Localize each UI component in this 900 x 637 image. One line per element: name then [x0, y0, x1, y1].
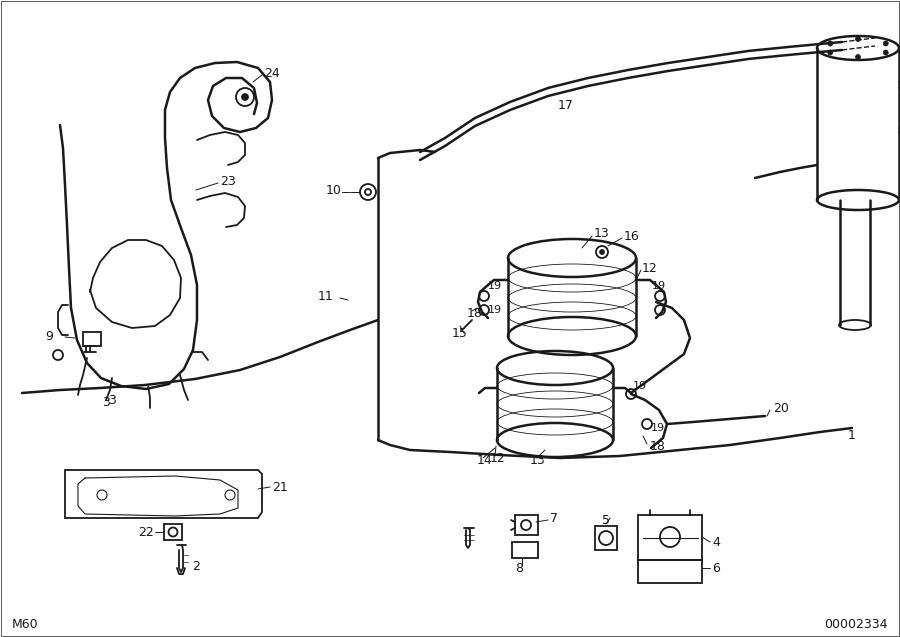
Circle shape — [883, 50, 888, 55]
Text: 18: 18 — [467, 306, 483, 320]
Text: 21: 21 — [272, 480, 288, 494]
Text: 10: 10 — [326, 183, 342, 196]
Text: 00002334: 00002334 — [824, 617, 888, 631]
Text: M60: M60 — [12, 617, 39, 631]
Text: 3: 3 — [102, 396, 110, 408]
Bar — [83, 332, 101, 346]
Text: 2: 2 — [192, 561, 200, 573]
Circle shape — [828, 41, 832, 46]
Text: 13: 13 — [594, 227, 610, 240]
Text: 19: 19 — [488, 305, 502, 315]
Text: 7: 7 — [550, 513, 558, 526]
Text: 18: 18 — [650, 440, 666, 452]
Text: 16: 16 — [624, 229, 640, 243]
Text: 19: 19 — [488, 281, 502, 291]
Text: 24: 24 — [264, 66, 280, 80]
Text: 19: 19 — [652, 281, 666, 291]
Text: 4: 4 — [712, 536, 720, 548]
Text: 12: 12 — [642, 262, 658, 275]
Text: 12: 12 — [490, 452, 506, 464]
Circle shape — [241, 94, 248, 101]
Text: 8: 8 — [515, 562, 523, 575]
Text: 5: 5 — [602, 513, 610, 527]
Text: 17: 17 — [558, 99, 574, 111]
Text: 22: 22 — [138, 526, 154, 538]
Circle shape — [599, 250, 605, 255]
Text: 3: 3 — [108, 394, 116, 406]
Text: 13: 13 — [530, 454, 545, 466]
Text: 14: 14 — [477, 454, 493, 466]
Text: 19: 19 — [633, 381, 647, 391]
Bar — [595, 526, 617, 550]
Circle shape — [856, 36, 860, 41]
Text: 11: 11 — [318, 289, 334, 303]
Circle shape — [828, 50, 832, 55]
Circle shape — [883, 41, 888, 46]
Text: 15: 15 — [452, 327, 468, 340]
Text: 1: 1 — [848, 429, 856, 441]
Circle shape — [856, 55, 860, 59]
Text: 23: 23 — [220, 175, 236, 187]
Text: 6: 6 — [712, 561, 720, 575]
Text: 20: 20 — [773, 401, 789, 415]
Text: 9: 9 — [45, 329, 53, 343]
Text: 19: 19 — [651, 423, 665, 433]
